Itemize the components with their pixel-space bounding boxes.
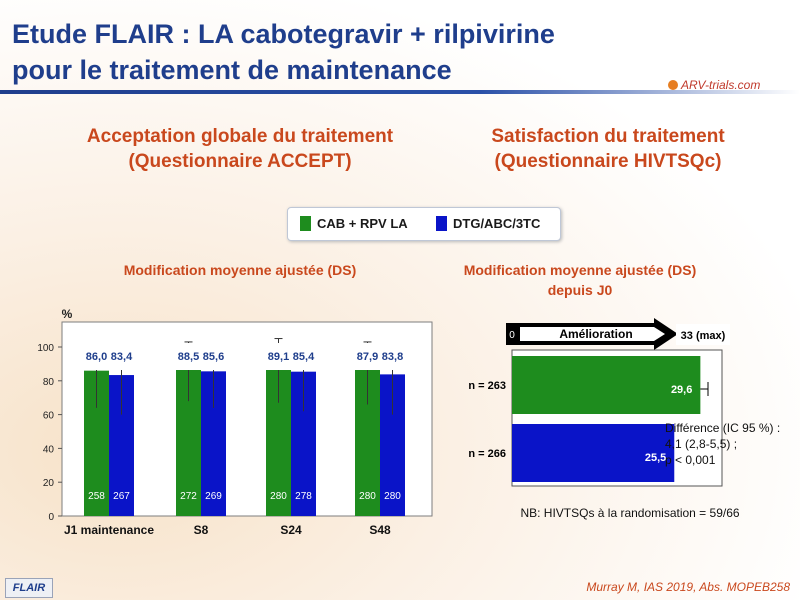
- x-tick-label: S24: [280, 523, 302, 537]
- value-label: 86,0: [86, 351, 107, 363]
- n-label: 280: [384, 491, 401, 502]
- title-line-1: Etude FLAIR : LA cabotegravir + rilpivir…: [12, 19, 555, 49]
- y-tick-label: 40: [43, 444, 55, 455]
- title-line-2: pour le traitement de maintenance: [12, 55, 452, 85]
- axis-end-label: 33 (max): [681, 330, 726, 342]
- left-heading-line-2: (Questionnaire ACCEPT): [128, 151, 352, 172]
- hbar: [512, 356, 701, 414]
- n-label: 272: [180, 491, 197, 502]
- slide-title: Etude FLAIR : LA cabotegravir + rilpivir…: [12, 16, 555, 88]
- value-label-box: [378, 343, 407, 370]
- left-heading-line-1: Acceptation globale du traitement: [86, 126, 394, 147]
- n-label: 258: [88, 491, 105, 502]
- y-tick-label: 20: [43, 478, 55, 489]
- n-label: 267: [113, 491, 130, 502]
- right-heading-line-1: Satisfaction du traitement: [491, 126, 725, 147]
- value-label: 83,8: [382, 351, 403, 363]
- axis-end-box: [676, 324, 730, 345]
- hbar-n-label: n = 263: [468, 380, 506, 392]
- arv-trials-logo: ARV-trials.com: [668, 78, 760, 92]
- value-label-box: [264, 343, 293, 370]
- hbar-value-label: 29,6: [671, 384, 692, 396]
- logo-text: ARV-trials.com: [681, 78, 761, 92]
- chart-legend: CAB + RPV LA DTG/ABC/3TC: [287, 207, 561, 241]
- improvement-arrowhead: [654, 318, 678, 350]
- left-subheading: Modification moyenne ajustée (DS): [123, 262, 357, 278]
- x-tick-label: J1 maintenance: [64, 523, 154, 537]
- citation: Murray M, IAS 2019, Abs. MOPEB258: [586, 580, 790, 594]
- n-label: 280: [359, 491, 376, 502]
- right-heading: Satisfaction du traitement (Questionnair…: [428, 124, 788, 174]
- value-label: 85,6: [203, 351, 224, 363]
- value-label: 88,5: [178, 351, 199, 363]
- n-label: 278: [295, 491, 312, 502]
- legend-swatch-dtg: [436, 216, 447, 231]
- value-label-box: [289, 343, 318, 370]
- legend-label-cab-rpv: CAB + RPV LA: [317, 216, 408, 231]
- improvement-arrow-inner-head: [654, 327, 665, 341]
- value-label-box: [353, 343, 382, 370]
- value-label-box: [174, 343, 203, 370]
- axis-start-label: 0: [509, 330, 515, 341]
- n-prefix-label: n =: [68, 491, 82, 502]
- value-label: 85,4: [293, 351, 315, 363]
- right-subheading-line-1: Modification moyenne ajustée (DS): [463, 262, 697, 278]
- x-tick-label: S8: [194, 523, 209, 537]
- value-label-box: [199, 343, 228, 370]
- y-axis-unit: %: [62, 307, 73, 321]
- value-label-box: [107, 343, 136, 370]
- hbar-n-label: n = 266: [468, 448, 506, 460]
- value-label: 89,1: [268, 351, 289, 363]
- logo-icon: [668, 80, 678, 90]
- difference-annotation-line: 4,1 (2,8-5,5) ;: [665, 437, 737, 451]
- y-tick-label: 100: [37, 343, 54, 354]
- n-label: 269: [205, 491, 222, 502]
- legend-label-dtg: DTG/ABC/3TC: [453, 216, 541, 231]
- axis-mid-label: Amélioration: [559, 327, 632, 341]
- right-heading-line-2: (Questionnaire HIVTSQc): [494, 151, 722, 172]
- value-label-box: [82, 343, 111, 370]
- hivtsq-note: NB: HIVTSQs à la randomisation = 59/66: [520, 506, 739, 520]
- hbar-value-label: 25,5: [645, 452, 666, 464]
- right-subheading-line-2: depuis J0: [547, 282, 613, 298]
- improvement-arrow-inner: [520, 327, 654, 341]
- value-label: 87,9: [357, 351, 378, 363]
- x-tick-label: S48: [369, 523, 391, 537]
- hbar: [512, 424, 675, 482]
- title-underline: [0, 90, 800, 94]
- legend-swatch-cab-rpv: [300, 216, 311, 231]
- difference-annotation-line: p < 0,001: [665, 453, 716, 467]
- y-tick-label: 60: [43, 411, 55, 422]
- value-label: 83,4: [111, 351, 133, 363]
- y-tick-label: 80: [43, 377, 55, 388]
- difference-annotation-line: Différence (IC 95 %) :: [665, 421, 780, 435]
- y-tick-label: 0: [48, 512, 54, 523]
- n-label: 280: [270, 491, 287, 502]
- right-subheading: Modification moyenne ajustée (DS) depuis…: [420, 260, 740, 300]
- study-tag: FLAIR: [5, 578, 53, 598]
- left-heading: Acceptation globale du traitement (Quest…: [60, 124, 420, 174]
